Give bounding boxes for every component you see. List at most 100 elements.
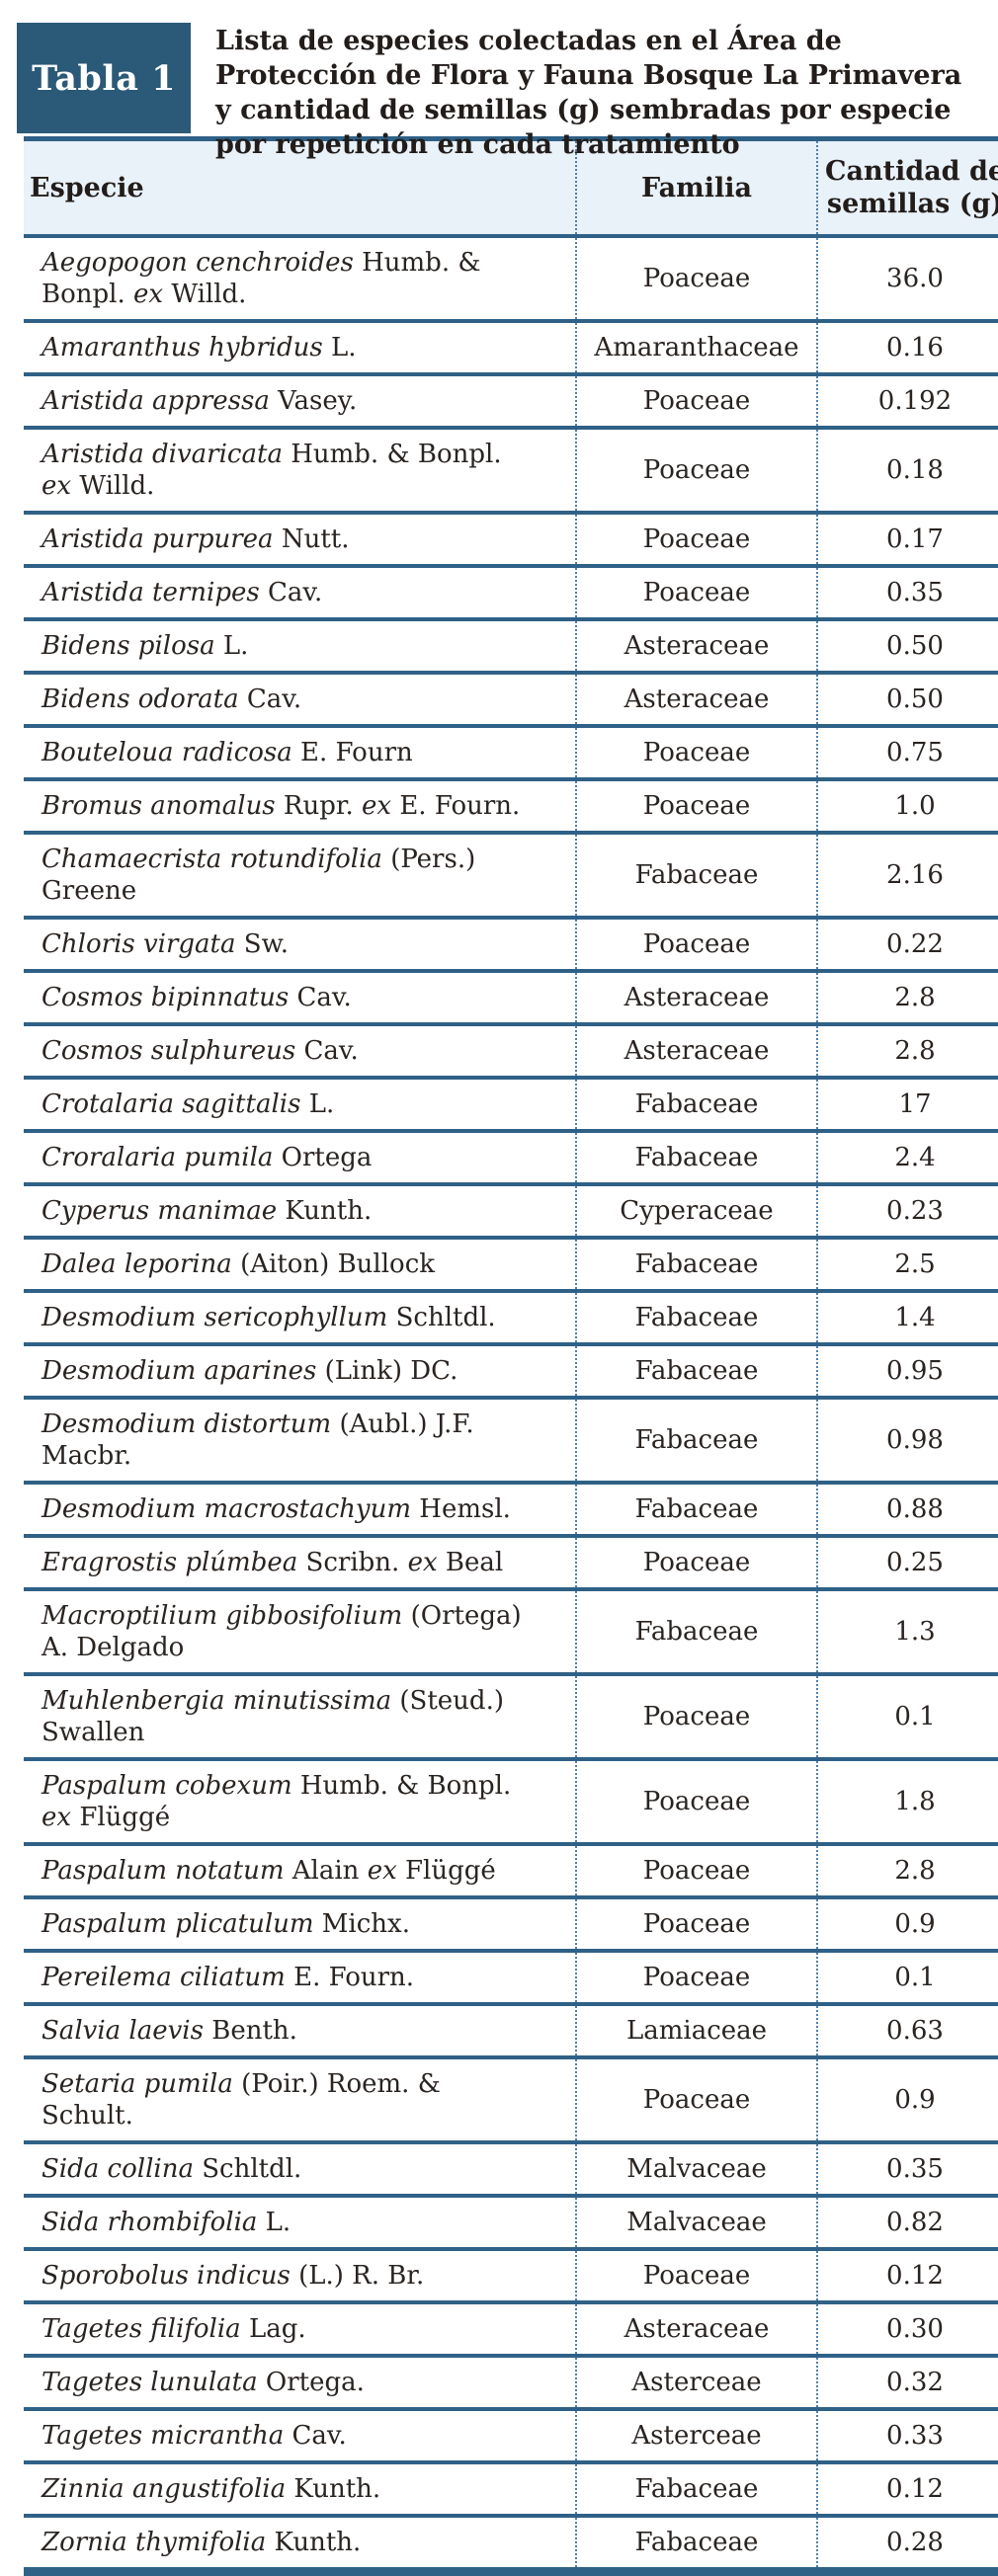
table-row: Bidens odorata Cav. Asteraceae 0.50 bbox=[24, 673, 998, 728]
family-cell: Fabaceae bbox=[575, 1291, 817, 1346]
species-cell: Crotalaria sagittalis L. bbox=[24, 1078, 576, 1133]
species-cell: Paspalum cobexum Humb. & Bonpl. ex Flügg… bbox=[24, 1759, 576, 1846]
table-row: Aristida ternipes Cav. Poaceae 0.35 bbox=[24, 566, 998, 621]
family-cell: Poaceae bbox=[575, 1536, 817, 1591]
table-row: Salvia laevis Benth. Lamiaceae 0.63 bbox=[24, 2004, 998, 2059]
family-cell: Fabaceae bbox=[575, 1398, 817, 1485]
species-table: Especie Familia Cantidad de semillas (g)… bbox=[24, 136, 998, 2576]
seed-quantity-cell: 0.1 bbox=[816, 1674, 998, 1761]
seed-quantity-cell: 0.192 bbox=[816, 374, 998, 430]
seed-quantity-cell: 1.8 bbox=[816, 1759, 998, 1846]
species-cell: Sporobolus indicus (L.) R. Br. bbox=[24, 2249, 576, 2304]
table-row: Paspalum plicatulum Michx. Poaceae 0.9 bbox=[24, 1897, 998, 1953]
table-row: Pereilema ciliatum E. Fourn. Poaceae 0.1 bbox=[24, 1951, 998, 2006]
family-cell: Poaceae bbox=[575, 236, 817, 323]
seed-quantity-cell: 0.1 bbox=[816, 1951, 998, 2006]
family-cell: Poaceae bbox=[575, 726, 817, 781]
family-cell: Asterceae bbox=[575, 2409, 817, 2464]
table-row: Crotalaria sagittalis L. Fabaceae 17 bbox=[24, 1078, 998, 1133]
species-table-head: Especie Familia Cantidad de semillas (g) bbox=[24, 138, 998, 238]
family-cell: Asteraceae bbox=[575, 971, 817, 1026]
seed-quantity-cell: 0.22 bbox=[816, 918, 998, 973]
family-cell: Fabaceae bbox=[575, 1078, 817, 1133]
table-row: Chloris virgata Sw. Poaceae 0.22 bbox=[24, 918, 998, 973]
seed-quantity-cell: 0.33 bbox=[816, 2409, 998, 2464]
table-row: Dalea leporina (Aiton) Bullock Fabaceae 2.… bbox=[24, 1238, 998, 1293]
table-row: Sporobolus indicus (L.) R. Br. Poaceae 0.1… bbox=[24, 2249, 998, 2304]
table-row: Aegopogon cenchroides Humb. & Bonpl. ex … bbox=[24, 236, 998, 323]
family-cell: Asteraceae bbox=[575, 619, 817, 675]
seed-quantity-cell: 0.17 bbox=[816, 513, 998, 568]
col-header-especie: Especie bbox=[24, 138, 576, 238]
table-row: Bouteloua radicosa E. Fourn Poaceae 0.75 bbox=[24, 726, 998, 781]
family-cell: Amaranthaceae bbox=[575, 321, 817, 376]
species-cell: Dalea leporina (Aiton) Bullock bbox=[24, 1238, 576, 1293]
seed-quantity-cell: 0.30 bbox=[816, 2302, 998, 2358]
species-cell: Aristida purpurea Nutt. bbox=[24, 513, 576, 568]
seed-quantity-cell: 0.63 bbox=[816, 2004, 998, 2059]
family-cell: Fabaceae bbox=[575, 1131, 817, 1186]
table-row: Setaria pumila (Poir.) Roem. & Schult. Po… bbox=[24, 2057, 998, 2144]
table-row: Cosmos bipinnatus Cav. Asteraceae 2.8 bbox=[24, 971, 998, 1026]
family-cell: Poaceae bbox=[575, 1897, 817, 1953]
family-cell: Fabaceae bbox=[575, 833, 817, 920]
seed-quantity-cell: 0.50 bbox=[816, 619, 998, 675]
seed-quantity-cell: 0.35 bbox=[816, 566, 998, 621]
table-title: Lista de especies colectadas en el Área … bbox=[215, 26, 962, 160]
species-cell: Aristida appressa Vasey. bbox=[24, 374, 576, 430]
family-cell: Asteraceae bbox=[575, 2302, 817, 2358]
species-cell: Pereilema ciliatum E. Fourn. bbox=[24, 1951, 576, 2006]
family-cell: Poaceae bbox=[575, 1759, 817, 1846]
family-cell: Fabaceae bbox=[575, 1589, 817, 1676]
species-cell: Sida rhombifolia L. bbox=[24, 2196, 576, 2251]
seed-quantity-cell: 36.0 bbox=[816, 236, 998, 323]
family-cell: Cyperaceae bbox=[575, 1184, 817, 1240]
species-cell: Aristida ternipes Cav. bbox=[24, 566, 576, 621]
family-cell: Asteraceae bbox=[575, 673, 817, 728]
species-cell: Amaranthus hybridus L. bbox=[24, 321, 576, 376]
table-row: Paspalum cobexum Humb. & Bonpl. ex Flügg… bbox=[24, 1759, 998, 1846]
seed-quantity-cell: 2.8 bbox=[816, 971, 998, 1026]
species-cell: Cosmos bipinnatus Cav. bbox=[24, 971, 576, 1026]
seed-quantity-cell: 2.16 bbox=[816, 833, 998, 920]
species-cell: Tagetes filifolia Lag. bbox=[24, 2302, 576, 2358]
table-row: Desmodium aparines (Link) DC. Fabaceae 0.9… bbox=[24, 1344, 998, 1400]
species-cell: Cosmos sulphureus Cav. bbox=[24, 1024, 576, 1080]
species-table-container: Especie Familia Cantidad de semillas (g)… bbox=[24, 136, 998, 2576]
species-cell: Cyperus manimae Kunth. bbox=[24, 1184, 576, 1240]
seed-quantity-cell: 0.18 bbox=[816, 428, 998, 515]
family-cell: Poaceae bbox=[575, 779, 817, 835]
family-cell: Fabaceae bbox=[575, 2462, 817, 2518]
table-header-block: Tabla 1 Lista de especies colectadas en … bbox=[0, 0, 998, 160]
table-row: Zinnia angustifolia Kunth. Fabaceae 0.12 bbox=[24, 2462, 998, 2518]
species-cell: Desmodium aparines (Link) DC. bbox=[24, 1344, 576, 1400]
family-cell: Poaceae bbox=[575, 374, 817, 430]
family-cell: Asterceae bbox=[575, 2356, 817, 2411]
family-cell: Asteraceae bbox=[575, 1024, 817, 1080]
seed-quantity-cell: 0.12 bbox=[816, 2462, 998, 2518]
table-row: Paspalum notatum Alain ex Flüggé Poaceae 2… bbox=[24, 1844, 998, 1899]
species-cell: Desmodium sericophyllum Schltdl. bbox=[24, 1291, 576, 1346]
species-cell: Tagetes micrantha Cav. bbox=[24, 2409, 576, 2464]
seed-quantity-cell: 1.4 bbox=[816, 1291, 998, 1346]
table-row: Aristida divaricata Humb. & Bonpl. ex Wi… bbox=[24, 428, 998, 515]
table-row: Tagetes lunulata Ortega. Asterceae 0.32 bbox=[24, 2356, 998, 2411]
seed-quantity-cell: 0.82 bbox=[816, 2196, 998, 2251]
table-row: Eragrostis plúmbea Scribn. ex Beal Poacea… bbox=[24, 1536, 998, 1591]
species-cell: Tagetes lunulata Ortega. bbox=[24, 2356, 576, 2411]
family-cell: Poaceae bbox=[575, 1844, 817, 1899]
table-number-label: Tabla 1 bbox=[32, 57, 176, 99]
family-cell: Malvaceae bbox=[575, 2196, 817, 2251]
seed-quantity-cell: 0.9 bbox=[816, 1897, 998, 1953]
species-cell: Bidens pilosa L. bbox=[24, 619, 576, 675]
seed-quantity-cell: 2.4 bbox=[816, 1131, 998, 1186]
species-cell: Paspalum notatum Alain ex Flüggé bbox=[24, 1844, 576, 1899]
seed-quantity-cell: 0.16 bbox=[816, 321, 998, 376]
seed-quantity-cell: 0.98 bbox=[816, 1398, 998, 1485]
species-cell: Desmodium distortum (Aubl.) J.F. Macbr. bbox=[24, 1398, 576, 1485]
seed-quantity-cell: 0.25 bbox=[816, 1536, 998, 1591]
seed-quantity-cell: 2.8 bbox=[816, 1844, 998, 1899]
table-row: Bidens pilosa L. Asteraceae 0.50 bbox=[24, 619, 998, 675]
species-cell: Macroptilium gibbosifolium (Ortega) A. D… bbox=[24, 1589, 576, 1676]
family-cell: Poaceae bbox=[575, 918, 817, 973]
